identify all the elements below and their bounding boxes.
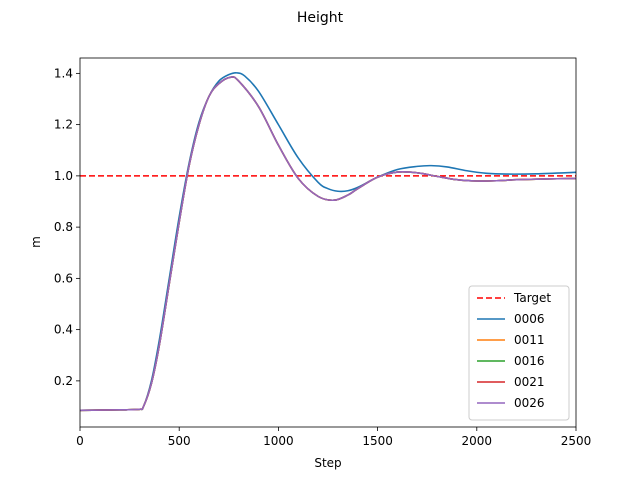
y-tick-label: 0.8 <box>54 220 73 234</box>
legend-label-0006: 0006 <box>514 312 545 326</box>
y-tick-label: 0.4 <box>54 323 73 337</box>
x-axis-label: Step <box>314 456 341 470</box>
y-tick-label: 1.4 <box>54 66 73 80</box>
legend: Target 0006 0011 0016 0021 0026 <box>468 285 570 421</box>
y-axis-label: m <box>29 236 43 248</box>
x-axis: 0 500 1000 1500 2000 2500 <box>76 427 591 448</box>
x-tick-label: 1000 <box>263 434 294 448</box>
x-tick-label: 1500 <box>362 434 393 448</box>
legend-label-0026: 0026 <box>514 396 545 410</box>
y-tick-label: 0.2 <box>54 374 73 388</box>
plot-frame <box>79 57 577 428</box>
legend-label-0021: 0021 <box>514 375 545 389</box>
legend-label-0011: 0011 <box>514 333 545 347</box>
series-line-0026 <box>80 76 576 412</box>
x-tick-label: 2500 <box>561 434 592 448</box>
legend-label-Target: Target <box>513 291 551 305</box>
chart-title: Height <box>297 10 344 26</box>
x-tick-label: 0 <box>76 434 84 448</box>
y-tick-label: 1.0 <box>54 169 73 183</box>
x-tick-label: 500 <box>168 434 191 448</box>
series-layer <box>80 72 576 412</box>
y-axis: 0.2 0.4 0.6 0.8 1.0 1.2 1.4 <box>54 66 80 388</box>
legend-label-0016: 0016 <box>514 354 545 368</box>
x-tick-label: 2000 <box>462 434 493 448</box>
y-tick-label: 0.6 <box>54 271 73 285</box>
y-tick-label: 1.2 <box>54 118 73 132</box>
